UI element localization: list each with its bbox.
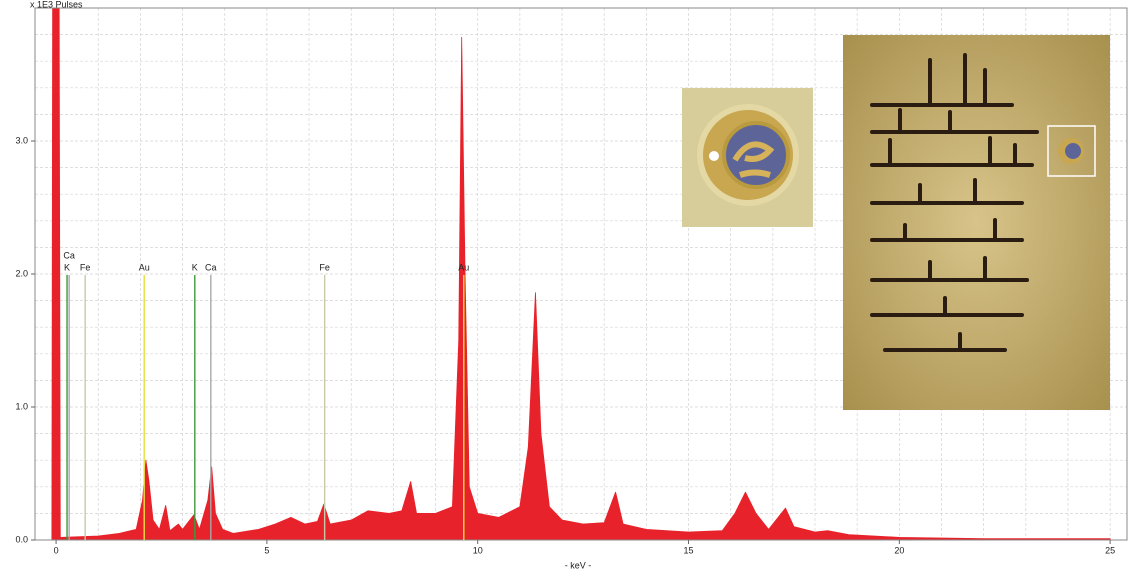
element-label: Fe bbox=[319, 262, 330, 272]
medallion-small-center bbox=[1065, 143, 1081, 159]
medallion-motif bbox=[732, 141, 775, 178]
x-tick-label: 10 bbox=[473, 545, 483, 555]
medallion-center bbox=[722, 121, 790, 189]
y-tick-label: 3.0 bbox=[15, 135, 28, 145]
element-label: Au bbox=[139, 262, 150, 272]
spectrum bbox=[51, 8, 1111, 540]
y-tick-label: 0.0 bbox=[15, 534, 28, 544]
x-tick-label: 15 bbox=[684, 545, 694, 555]
manuscript-page bbox=[843, 35, 1110, 410]
element-label: K bbox=[64, 262, 70, 272]
element-label: K bbox=[192, 262, 198, 272]
x-tick-label: 0 bbox=[54, 545, 59, 555]
element-label: Fe bbox=[80, 262, 91, 272]
x-tick-label: 20 bbox=[894, 545, 904, 555]
element-label: Au bbox=[458, 262, 469, 272]
x-tick-label: 25 bbox=[1105, 545, 1115, 555]
highlight-box bbox=[1047, 125, 1096, 177]
element-label: Ca bbox=[63, 250, 75, 260]
measurement-point bbox=[709, 151, 719, 161]
script-lines bbox=[870, 53, 1039, 352]
element-label: Ca bbox=[205, 262, 217, 272]
y-axis-unit: x 1E3 Pulses bbox=[30, 0, 83, 9]
photo-inset bbox=[682, 88, 813, 227]
y-tick-label: 1.0 bbox=[15, 401, 28, 411]
plot-area bbox=[51, 8, 1111, 540]
x-axis-label: - keV - bbox=[565, 560, 592, 570]
photo-manuscript bbox=[843, 35, 1110, 410]
x-tick-label: 5 bbox=[264, 545, 269, 555]
y-tick-label: 2.0 bbox=[15, 268, 28, 278]
